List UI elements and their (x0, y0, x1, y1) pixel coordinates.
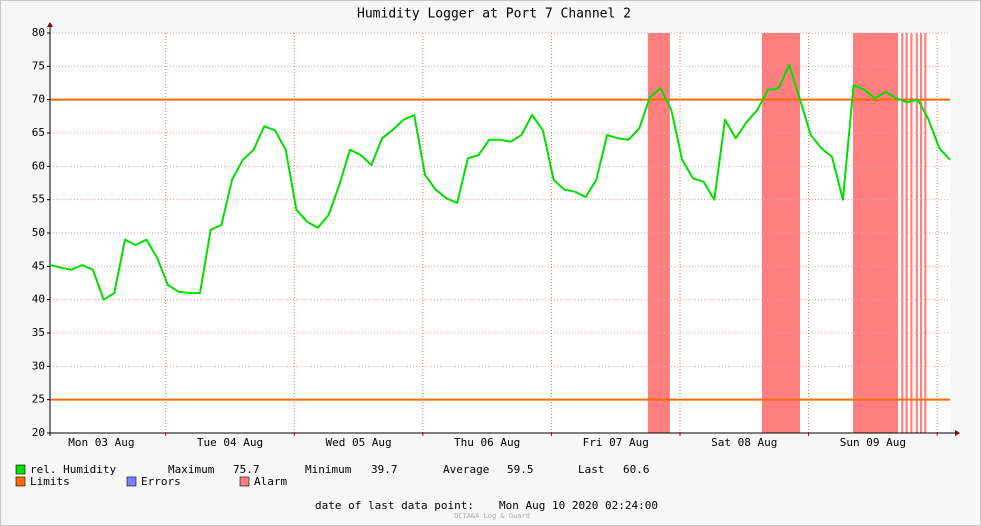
y-tick-label: 25 (32, 393, 45, 406)
alarm-band (915, 33, 918, 433)
legend-swatch (15, 464, 26, 475)
stat-value: 59.5 (507, 463, 534, 476)
y-tick-label: 70 (32, 93, 45, 106)
stat-value: 75.7 (233, 463, 260, 476)
y-tick-label: 75 (32, 59, 45, 72)
y-tick-label: 45 (32, 259, 45, 272)
data-line (49, 64, 951, 301)
footer-date: Mon Aug 10 2020 02:24:00 (499, 499, 658, 512)
alarm-band (920, 33, 923, 433)
legend-label: Alarm (254, 475, 287, 488)
y-tick-label: 20 (32, 426, 45, 439)
y-tick-label: 60 (32, 159, 45, 172)
x-tick-label: Fri 07 Aug (583, 436, 649, 449)
y-tick-label: 40 (32, 293, 45, 306)
stat-label: Last (578, 463, 605, 476)
alarm-band (647, 33, 670, 433)
footer-label: date of last data point: (315, 499, 474, 512)
y-tick-label: 80 (32, 26, 45, 39)
stat-value: 39.7 (371, 463, 398, 476)
stat-label: Maximum (168, 463, 215, 476)
legend-label: Limits (30, 475, 70, 488)
legend-label: rel. Humidity (30, 463, 116, 476)
stat-value: 60.6 (623, 463, 650, 476)
legend-swatch (126, 476, 137, 487)
x-tick-label: Mon 03 Aug (68, 436, 134, 449)
legend-label: Errors (141, 475, 181, 488)
alarm-band (905, 33, 908, 433)
legend-swatch (15, 476, 26, 487)
y-tick-label: 35 (32, 326, 45, 339)
x-tick-label: Thu 06 Aug (454, 436, 520, 449)
x-tick-label: Sun 09 Aug (840, 436, 906, 449)
legend-swatch (239, 476, 250, 487)
y-tick-label: 50 (32, 226, 45, 239)
y-arrow (47, 22, 53, 27)
x-tick-label: Wed 05 Aug (325, 436, 391, 449)
watermark: OCTA&A Log & Guard (454, 512, 530, 520)
chart-title: Humidity Logger at Port 7 Channel 2 (357, 7, 631, 22)
y-tick-label: 55 (32, 193, 45, 206)
alarm-band (924, 33, 927, 433)
stat-label: Average (443, 463, 489, 476)
x-tick-label: Sat 08 Aug (711, 436, 777, 449)
y-tick-label: 30 (32, 359, 45, 372)
stat-label: Minimum (305, 463, 352, 476)
x-tick-label: Tue 04 Aug (197, 436, 263, 449)
x-arrow (955, 430, 960, 436)
y-tick-label: 65 (32, 126, 45, 139)
